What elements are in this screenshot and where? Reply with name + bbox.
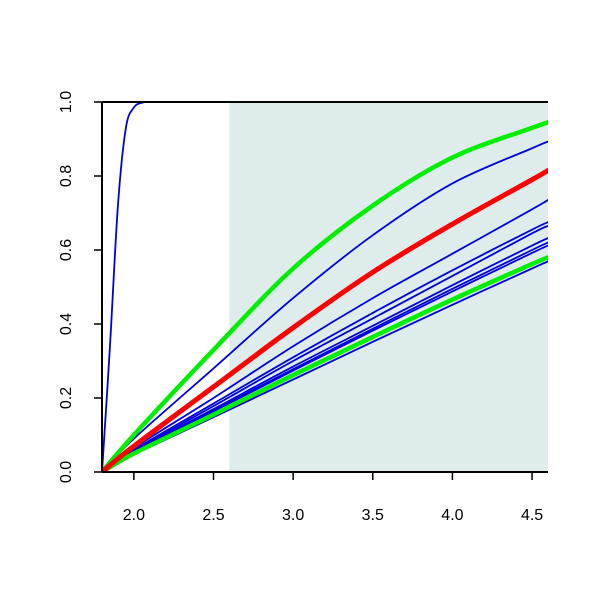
x-tick-label: 2.5	[202, 507, 224, 524]
x-tick-label: 4.0	[441, 507, 463, 524]
shaded-region	[229, 102, 548, 472]
y-tick-label: 0.8	[58, 165, 75, 187]
x-tick-label: 3.5	[362, 507, 384, 524]
y-tick-label: 0.4	[58, 313, 75, 335]
series-line-2	[102, 120, 548, 472]
series-line-7	[102, 225, 548, 472]
series-line-4	[102, 167, 548, 472]
x-tick-label: 4.5	[521, 507, 543, 524]
axes: 2.0 2.5 3.0 3.5 4.0 4.5 0.0 0.2 0.4 0.6 0.8 1.0	[58, 91, 548, 524]
series-line-1	[102, 102, 548, 472]
y-tick-label: 0.6	[58, 239, 75, 261]
series-line-5	[102, 199, 548, 472]
series-line-3	[102, 140, 548, 472]
x-tick-label: 2.0	[123, 507, 145, 524]
x-tick-label: 3.0	[282, 507, 304, 524]
series-layer	[102, 102, 548, 472]
series-line-6	[102, 221, 548, 472]
y-tick-label: 1.0	[58, 91, 75, 113]
series-line-11	[102, 255, 548, 472]
y-tick-label: 0.0	[58, 461, 75, 483]
y-tick-label: 0.2	[58, 387, 75, 409]
